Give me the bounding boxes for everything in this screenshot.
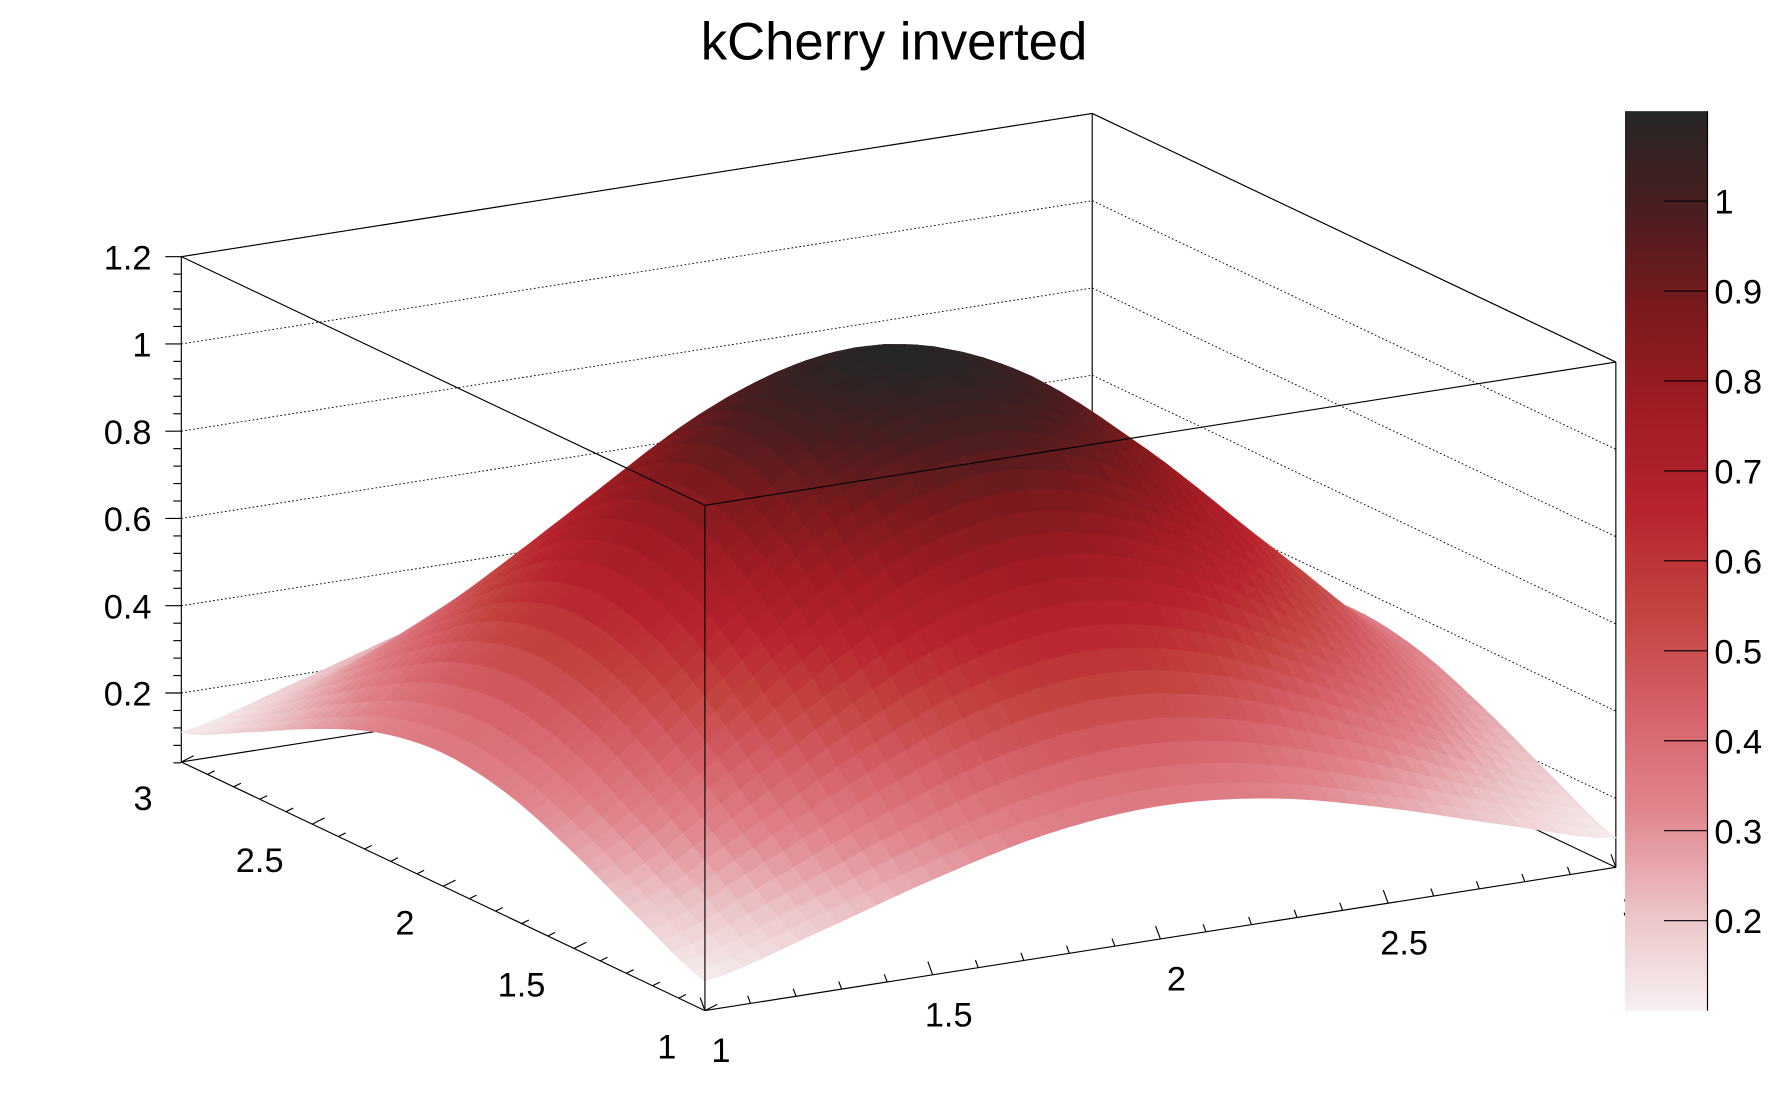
left-top-edge (181, 256, 706, 506)
x-tick-label: 1.5 (925, 996, 973, 1034)
x-axis-tick (1293, 909, 1298, 918)
x-axis-tick (1610, 854, 1617, 868)
x-axis-tick (699, 997, 706, 1011)
x-axis-tick (747, 995, 752, 1004)
y-axis-tick (442, 879, 456, 887)
y-axis-tick (599, 956, 608, 962)
y-axis-tick (364, 844, 373, 850)
y-axis-tick (469, 894, 477, 900)
colorbar-tick-label: 0.4 (1714, 723, 1762, 761)
color-palette-bar: 0.2 0.3 0.4 0.5 0.6 0.7 0.8 0.9 1 (1625, 111, 1762, 1011)
x-axis-line (704, 866, 1616, 1012)
z-tick-label: 0.4 (104, 588, 152, 626)
y-axis-tick (495, 907, 503, 912)
back-top-edge (181, 112, 1093, 258)
y-tick-label: 1 (657, 1029, 676, 1067)
y-axis-tick (704, 1003, 718, 1012)
grid-line (1092, 113, 1617, 363)
x-axis-tick (1475, 881, 1480, 890)
colorbar-tick-label: 0.3 (1714, 813, 1762, 851)
x-tick-label: 2.5 (1380, 925, 1428, 963)
x-axis-tick (1521, 873, 1526, 882)
grid-line (181, 462, 1093, 607)
x-axis-tick (883, 974, 888, 983)
y-axis-tick (416, 869, 425, 875)
x-axis-tick (1020, 952, 1025, 961)
x-axis-tick (1382, 889, 1389, 904)
y-axis-tick (390, 857, 399, 862)
front-top-edge (704, 361, 1616, 506)
surface (181, 344, 1618, 982)
y-axis-tick (573, 941, 587, 949)
colorbar-tick-label: 0.5 (1714, 633, 1762, 671)
x-tick-label: 1 (711, 1032, 730, 1070)
grid-line (1092, 374, 1617, 625)
x-axis-tick (1566, 866, 1571, 875)
colorbar-tick-label: 0.2 (1714, 903, 1762, 941)
y-axis-tick (259, 795, 268, 800)
surface-cell (693, 965, 725, 982)
x-axis-tick (1430, 888, 1435, 897)
y-tick-label: 2.5 (236, 842, 284, 880)
z-tick-label: 0.6 (104, 501, 152, 539)
colorbar-tick-label: 0.7 (1714, 454, 1762, 492)
x-axis-tick (838, 981, 843, 990)
y-axis-tick (311, 817, 325, 825)
y-axis-tick (547, 931, 556, 937)
front-frame (181, 256, 1616, 1012)
x-axis-tick (1202, 923, 1207, 933)
grid-line (1092, 200, 1617, 450)
z-tick-label: 1 (132, 327, 151, 365)
colorbar-tick-label: 0.6 (1714, 543, 1762, 581)
grid-line (181, 200, 1093, 345)
y-axis-tick (652, 981, 661, 987)
x-axis-tick (1248, 916, 1253, 925)
x-axis-tick (974, 959, 979, 968)
y-axis-tick (521, 919, 530, 925)
grid-line (181, 112, 1093, 258)
x-axis-tick (1339, 902, 1344, 911)
x-axis-tick (927, 961, 934, 975)
y-axis-tick (285, 807, 294, 813)
colorbar-tick-label: 0.8 (1714, 364, 1762, 402)
y-tick-label: 3 (134, 780, 153, 818)
x-axis-tick (792, 988, 797, 997)
x-tick-label: 2 (1167, 961, 1186, 999)
z-tick-label: 0.2 (104, 676, 152, 714)
grid-line (181, 374, 1093, 519)
x-axis-tick (1065, 945, 1070, 954)
z-tick-label: 0.8 (104, 414, 152, 452)
y-axis-tick (338, 832, 346, 838)
grid-line (1092, 287, 1617, 538)
z-tick-label: 1.2 (104, 239, 152, 277)
x-axis-tick (1111, 938, 1116, 947)
colorbar-tick-label: 0.9 (1714, 274, 1762, 312)
chart-title: kCherry inverted (701, 13, 1088, 72)
y-tick-label: 2 (395, 904, 414, 942)
grid-line (181, 287, 1093, 432)
y-axis-tick (233, 782, 242, 788)
y-axis-tick (678, 994, 687, 999)
y-tick-label: 1.5 (498, 967, 546, 1005)
colorbar-tick-label: 1 (1714, 184, 1733, 222)
y-axis-tick (181, 755, 194, 763)
y-axis-tick (207, 770, 215, 775)
y-axis-tick (626, 969, 634, 974)
x-axis-tick (1155, 925, 1161, 940)
